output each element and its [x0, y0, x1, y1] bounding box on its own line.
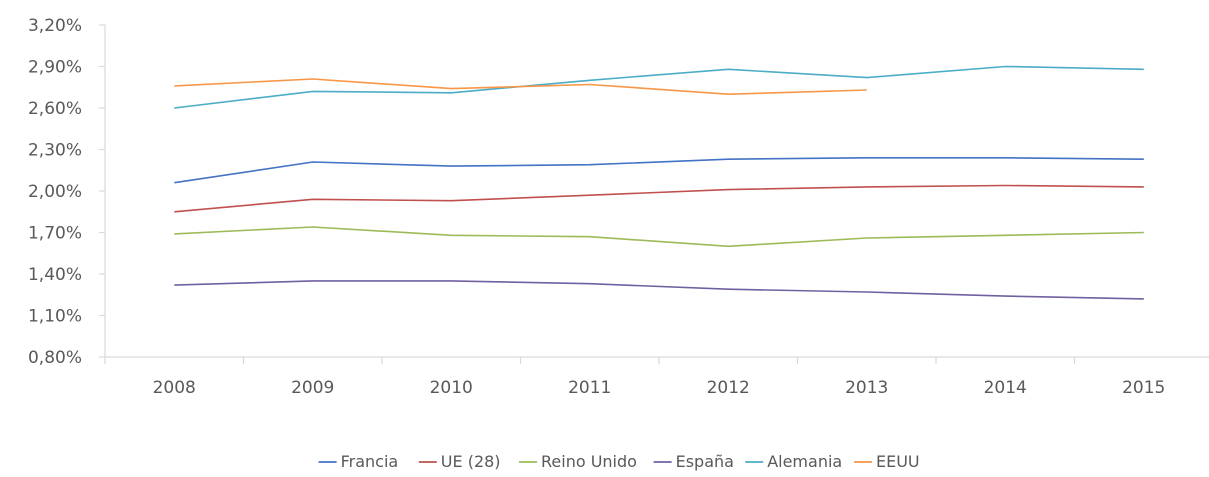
- x-tick-label: 2014: [984, 378, 1027, 398]
- y-tick-label: 1,40%: [28, 265, 82, 285]
- x-tick-label: 2012: [707, 378, 750, 398]
- series-line-reino-unido: [174, 226, 1144, 248]
- y-tick-label: 2,60%: [28, 99, 82, 119]
- legend-label-ue-28: UE (28): [441, 452, 501, 471]
- series-line-francia: [174, 157, 1144, 184]
- x-tick-label: 2013: [845, 378, 888, 398]
- legend-label-francia: Francia: [341, 452, 399, 471]
- y-tick-label: 3,20%: [28, 16, 82, 36]
- series-line-ue-28: [174, 184, 1144, 213]
- x-tick-label: 2010: [430, 378, 473, 398]
- y-tick-label: 1,70%: [28, 224, 82, 244]
- series-lines: [174, 65, 1144, 300]
- x-tick-label: 2011: [568, 378, 611, 398]
- x-tick-label: 2015: [1122, 378, 1165, 398]
- y-axis-tick-labels: 3,20% 2,90% 2,60% 2,30% 2,00% 1,70% 1,40% 1,10%…: [28, 16, 82, 368]
- x-tick-label: 2009: [291, 378, 334, 398]
- y-tick-label: 2,00%: [28, 182, 82, 202]
- legend-label-alemania: Alemania: [767, 452, 842, 471]
- legend-label-reino-unido: Reino Unido: [541, 452, 637, 471]
- legend-label-españa: España: [676, 452, 734, 471]
- series-line-españa: [174, 280, 1144, 300]
- y-tick-label: 0,80%: [28, 348, 82, 368]
- legend-label-eeuu: EEUU: [876, 452, 920, 471]
- x-axis-tick-labels: 2008 2009 2010 2011 2012 2013 2014 2015: [153, 378, 1166, 398]
- series-line-alemania: [174, 65, 1144, 109]
- x-tick-label: 2008: [153, 378, 196, 398]
- series-line-eeuu: [174, 78, 867, 95]
- y-tick-label: 2,90%: [28, 58, 82, 78]
- y-tick-label: 2,30%: [28, 141, 82, 161]
- y-tick-label: 1,10%: [28, 307, 82, 327]
- chart-axes: [99, 24, 1209, 364]
- legend: Francia UE (28) Reino Unido España Alemania E…: [318, 452, 920, 471]
